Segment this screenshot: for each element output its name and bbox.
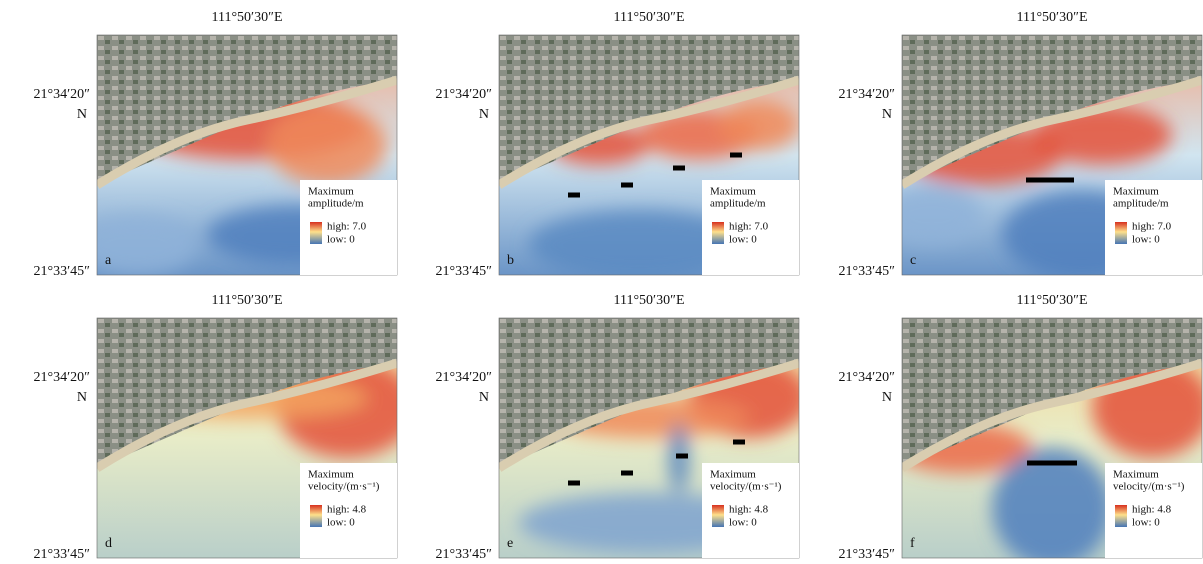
color-bar [712,222,724,244]
longitude-label: 111°50′30″E [211,10,282,25]
longitude-label: 111°50′30″E [1016,293,1087,308]
latitude-label: 21°33′45″ [436,264,493,279]
legend-low: low: 0 [327,517,355,529]
longitude-label: 111°50′30″E [613,10,684,25]
breakwater [1027,461,1077,466]
legend-high: high: 7.0 [1132,221,1172,233]
latitude-label: 21°33′45″ [436,547,493,562]
legend-title: Maximum [710,186,756,198]
hemisphere-label: N [479,107,489,122]
legend-title: Maximum [308,186,354,198]
legend-low: low: 0 [729,517,757,529]
legend-high: high: 7.0 [729,221,769,233]
breakwater [730,153,742,158]
latitude-label: 21°33′45″ [839,547,896,562]
heat-patch [719,100,799,150]
legend-low: low: 0 [729,234,757,246]
latitude-label: 21°34′20″ [839,87,896,102]
legend-title: velocity/(m·s⁻¹) [710,481,782,493]
heat-patch [77,215,197,275]
latitude-label: 21°33′45″ [34,547,91,562]
legend-title: amplitude/m [710,198,766,210]
legend-title: velocity/(m·s⁻¹) [1113,481,1185,493]
heat-patch [882,185,982,245]
legend-low: low: 0 [1132,234,1160,246]
latitude-label: 21°34′20″ [34,87,91,102]
longitude-label: 111°50′30″E [1016,10,1087,25]
legend-title: velocity/(m·s⁻¹) [308,481,380,493]
breakwater [621,183,633,188]
legend-high: high: 4.8 [327,504,367,516]
legend-high: high: 4.8 [729,504,769,516]
panel-letter: d [105,536,112,551]
latitude-label: 21°33′45″ [839,264,896,279]
breakwater [733,440,745,445]
breakwater [568,481,580,486]
figure: aMaximumamplitude/mhigh: 7.0low: 0111°50… [0,0,1203,564]
hemisphere-label: N [882,390,892,405]
panel-letter: a [105,253,112,268]
legend-title: Maximum [1113,469,1159,481]
panel-letter: b [507,253,514,268]
legend-title: amplitude/m [1113,198,1169,210]
legend-high: high: 4.8 [1132,504,1172,516]
breakwater [568,193,580,198]
panel-letter: f [910,536,915,551]
hemisphere-label: N [882,107,892,122]
legend-low: low: 0 [1132,517,1160,529]
heat-patch [267,105,387,185]
latitude-label: 21°34′20″ [436,87,493,102]
legend-title: Maximum [308,469,354,481]
color-bar [712,505,724,527]
longitude-label: 111°50′30″E [613,293,684,308]
legend-title: amplitude/m [308,198,364,210]
legend-title: Maximum [710,469,756,481]
color-bar [310,222,322,244]
breakwater [673,166,685,171]
breakwater [1026,178,1074,183]
latitude-label: 21°34′20″ [34,370,91,385]
panel-letter: c [910,253,916,268]
color-bar [1115,505,1127,527]
legend-high: high: 7.0 [327,221,367,233]
hemisphere-label: N [77,107,87,122]
breakwater [676,454,688,459]
hemisphere-label: N [77,390,87,405]
latitude-label: 21°33′45″ [34,264,91,279]
breakwater [621,471,633,476]
legend-low: low: 0 [327,234,355,246]
color-bar [1115,222,1127,244]
latitude-label: 21°34′20″ [839,370,896,385]
panel-letter: e [507,536,513,551]
longitude-label: 111°50′30″E [211,293,282,308]
hemisphere-label: N [479,390,489,405]
color-bar [310,505,322,527]
latitude-label: 21°34′20″ [436,370,493,385]
legend-title: Maximum [1113,186,1159,198]
